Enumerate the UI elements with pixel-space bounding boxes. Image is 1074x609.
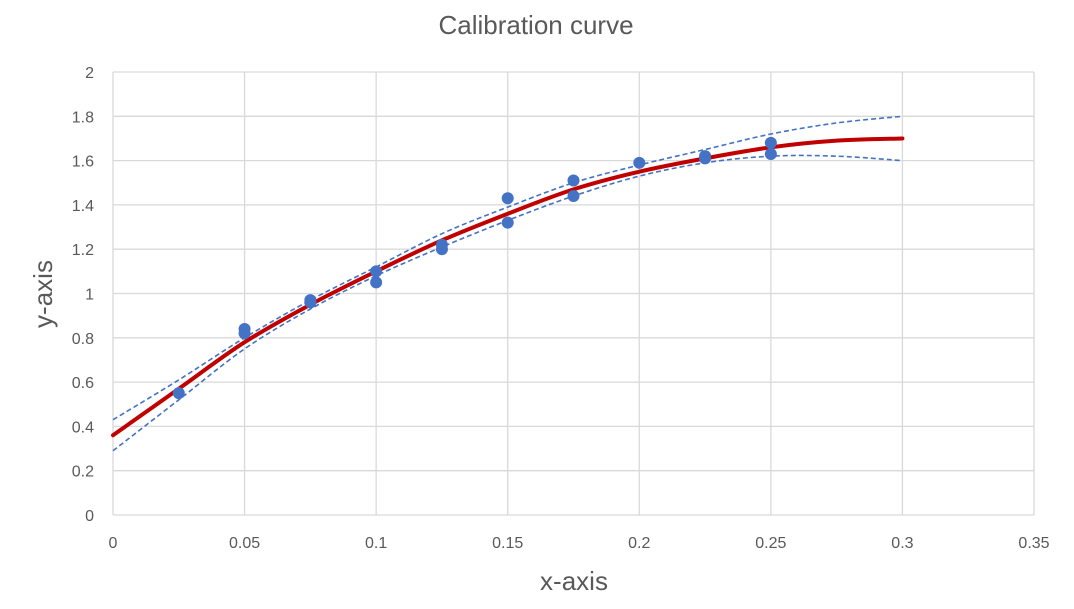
x-tick-label: 0.05 <box>229 535 260 552</box>
tick-labels: 0 0.2 0.4 0.6 0.8 1 1.2 1.4 1.6 1.8 2 0 0.05 0.1 0.15 0… <box>72 65 1050 552</box>
x-tick-label: 0.15 <box>492 535 523 552</box>
y-tick-label: 1.4 <box>72 198 94 215</box>
y-tick-label: 1.8 <box>72 109 94 126</box>
y-tick-label: 0 <box>85 508 94 525</box>
x-tick-label: 0 <box>109 535 118 552</box>
data-point <box>172 387 185 400</box>
data-point <box>699 152 712 165</box>
y-tick-label: 1.6 <box>72 154 94 171</box>
y-axis-title: y-axis <box>28 260 58 328</box>
x-tick-label: 0.2 <box>628 535 650 552</box>
y-tick-label: 0.6 <box>72 375 94 392</box>
data-point <box>238 327 251 340</box>
y-tick-label: 1 <box>85 287 94 304</box>
data-point <box>567 190 580 203</box>
x-axis-title: x-axis <box>540 566 608 596</box>
x-tick-label: 0.1 <box>365 535 387 552</box>
data-point <box>304 296 317 309</box>
data-point <box>435 243 448 256</box>
grid-lines <box>112 71 1035 516</box>
chart-title: Calibration curve <box>438 10 633 40</box>
y-tick-label: 0.4 <box>72 419 94 436</box>
data-point <box>633 156 646 169</box>
data-point <box>764 136 777 149</box>
data-point <box>764 147 777 160</box>
y-tick-label: 2 <box>85 65 94 82</box>
data-points <box>172 136 777 400</box>
y-tick-label: 1.2 <box>72 242 94 259</box>
x-tick-label: 0.35 <box>1018 535 1049 552</box>
x-tick-label: 0.25 <box>755 535 786 552</box>
data-point <box>501 216 514 229</box>
data-point <box>567 174 580 187</box>
data-point <box>370 265 383 278</box>
data-point <box>370 276 383 289</box>
y-tick-label: 0.8 <box>72 331 94 348</box>
y-tick-label: 0.2 <box>72 464 94 481</box>
data-point <box>501 192 514 205</box>
x-tick-label: 0.3 <box>891 535 913 552</box>
